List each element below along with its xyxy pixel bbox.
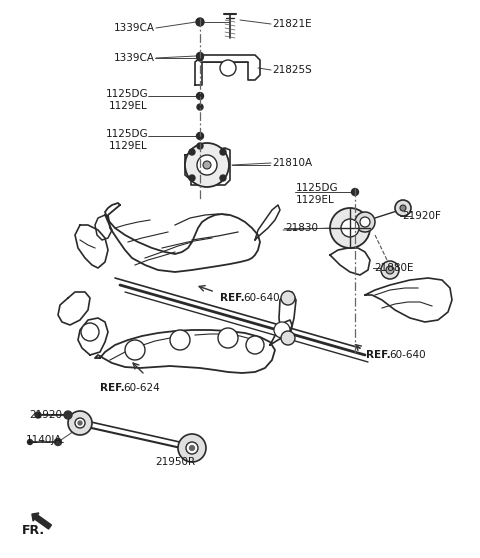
Circle shape (218, 328, 238, 348)
Text: 1129EL: 1129EL (109, 101, 148, 111)
Circle shape (197, 143, 203, 149)
Circle shape (189, 175, 195, 181)
Text: 21825S: 21825S (272, 65, 312, 75)
Text: FR.: FR. (22, 523, 45, 536)
Circle shape (170, 330, 190, 350)
Circle shape (196, 52, 204, 60)
Circle shape (125, 340, 145, 360)
Text: 1339CA: 1339CA (114, 53, 155, 63)
Circle shape (68, 411, 92, 435)
Text: 21810A: 21810A (272, 158, 312, 168)
Text: 21880E: 21880E (374, 263, 413, 273)
Circle shape (281, 291, 295, 305)
Text: 21920F: 21920F (402, 211, 441, 221)
Circle shape (400, 205, 406, 211)
Text: 1339CA: 1339CA (114, 23, 155, 33)
Circle shape (35, 412, 41, 418)
Text: 21920: 21920 (29, 410, 62, 420)
Circle shape (64, 411, 72, 419)
Text: 60-640: 60-640 (243, 293, 280, 303)
Circle shape (197, 104, 203, 110)
Circle shape (360, 217, 370, 227)
Text: 1129EL: 1129EL (109, 141, 148, 151)
Circle shape (178, 434, 206, 462)
Circle shape (220, 175, 226, 181)
Circle shape (386, 266, 394, 274)
Circle shape (246, 336, 264, 354)
Circle shape (75, 418, 85, 428)
Text: REF.: REF. (366, 350, 391, 360)
Circle shape (395, 200, 411, 216)
Circle shape (220, 149, 226, 155)
Circle shape (197, 155, 217, 175)
FancyArrow shape (32, 513, 51, 529)
Circle shape (196, 93, 204, 99)
Text: 1125DG: 1125DG (106, 129, 148, 139)
Circle shape (381, 261, 399, 279)
Circle shape (220, 60, 236, 76)
Circle shape (274, 322, 290, 338)
Text: 21821E: 21821E (272, 19, 312, 29)
Circle shape (196, 18, 204, 26)
Circle shape (197, 55, 203, 61)
Text: 1125DG: 1125DG (296, 183, 338, 193)
Text: 60-624: 60-624 (123, 383, 160, 393)
Circle shape (341, 219, 359, 237)
Circle shape (351, 189, 359, 195)
Circle shape (355, 212, 375, 232)
Circle shape (330, 208, 370, 248)
Text: 60-640: 60-640 (389, 350, 426, 360)
Circle shape (186, 442, 198, 454)
Circle shape (78, 421, 82, 425)
Text: 1129EL: 1129EL (296, 195, 335, 205)
Circle shape (27, 440, 33, 445)
Circle shape (185, 143, 229, 187)
Circle shape (190, 445, 194, 450)
Circle shape (81, 323, 99, 341)
Text: 21950R: 21950R (155, 457, 195, 467)
Text: 21830: 21830 (285, 223, 318, 233)
Text: 1140JA: 1140JA (25, 435, 62, 445)
Text: REF.: REF. (100, 383, 125, 393)
Circle shape (55, 439, 61, 445)
Text: 1125DG: 1125DG (106, 89, 148, 99)
Circle shape (189, 149, 195, 155)
Circle shape (203, 161, 211, 169)
Circle shape (281, 331, 295, 345)
Text: REF.: REF. (220, 293, 245, 303)
Circle shape (196, 132, 204, 140)
